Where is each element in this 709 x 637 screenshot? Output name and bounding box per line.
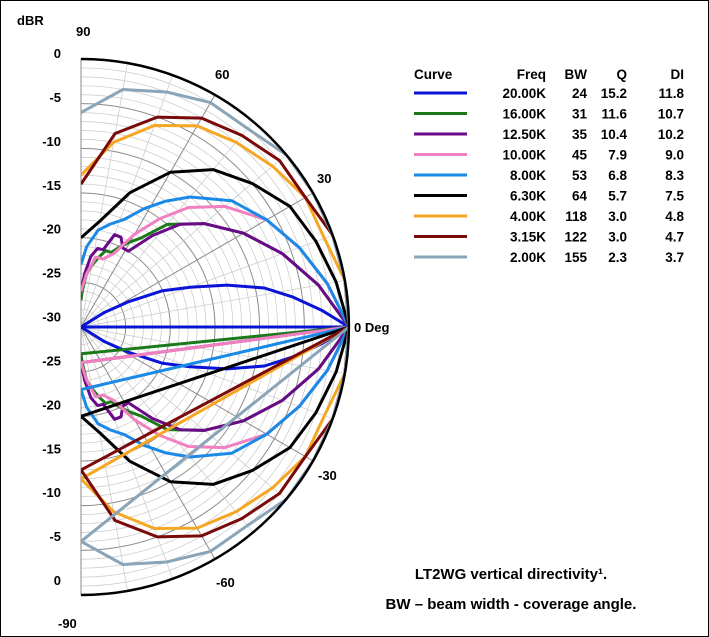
legend-cell: 3.15K <box>510 230 546 245</box>
radial-tick-label: -20 <box>42 397 61 412</box>
legend-cell: 10.4 <box>601 127 628 142</box>
legend-cell: 45 <box>572 148 588 163</box>
legend-header: DI <box>671 67 685 82</box>
legend-cell: 10.00K <box>502 148 546 163</box>
legend-header: BW <box>565 67 588 82</box>
grid-spoke <box>80 235 333 328</box>
legend-cell: 4.8 <box>665 209 684 224</box>
radial-tick-label: -30 <box>42 310 61 325</box>
legend-cell: 3.0 <box>608 230 627 245</box>
legend-cell: 2.00K <box>510 250 546 265</box>
legend-cell: 8.00K <box>510 168 546 183</box>
legend-cell: 16.00K <box>502 107 546 122</box>
radial-tick-label: -15 <box>42 178 61 193</box>
legend-cell: 31 <box>572 107 588 122</box>
series-curve-8_00K <box>81 195 349 459</box>
grid-spoke <box>80 63 128 328</box>
radial-tick-label: -20 <box>42 222 61 237</box>
legend-cell: 64 <box>572 189 588 204</box>
grid-spoke <box>80 94 216 328</box>
angle-tick-label: -60 <box>216 575 235 590</box>
legend-cell: 122 <box>564 230 587 245</box>
angle-tick-label: -30 <box>318 468 337 483</box>
legend-cell: 7.9 <box>608 148 627 163</box>
radial-tick-label: -10 <box>42 134 61 149</box>
series-curve-6_30K <box>81 168 349 486</box>
legend-cell: 6.30K <box>510 189 546 204</box>
series-group <box>81 88 349 566</box>
angle-tick-label: 0 Deg <box>354 320 389 335</box>
legend-cell: 8.3 <box>665 168 684 183</box>
legend-cell: 10.2 <box>658 127 684 142</box>
radial-tick-label: -10 <box>42 485 61 500</box>
legend-cell: 53 <box>572 168 588 183</box>
legend-cell: 6.8 <box>608 168 627 183</box>
legend-cell: 4.7 <box>665 230 684 245</box>
legend-cell: 155 <box>564 250 587 265</box>
legend-cell: 118 <box>565 209 587 224</box>
series-curve-10_00K <box>81 204 349 450</box>
radial-tick-label: -5 <box>49 90 61 105</box>
radial-tick-label: -25 <box>42 353 61 368</box>
legend-header: Freq <box>517 67 546 82</box>
outer-boundary <box>80 57 351 597</box>
legend-cell: 11.6 <box>601 107 627 122</box>
radial-tick-label: -15 <box>42 441 61 456</box>
radial-tick-label: 0 <box>54 573 61 588</box>
angle-tick-label: 60 <box>215 67 229 82</box>
legend-cell: 35 <box>572 127 588 142</box>
angle-tick-label: 90 <box>76 24 90 39</box>
legend-cell: 11.8 <box>658 86 684 101</box>
legend-cell: 15.2 <box>601 86 627 101</box>
legend-cell: 4.00K <box>510 209 546 224</box>
chart-title: LT2WG vertical directivity¹. <box>415 566 607 583</box>
legend-cell: 3.0 <box>608 209 627 224</box>
radial-tick-label: -25 <box>42 266 61 281</box>
chart-subtitle: BW – beam width - coverage angle. <box>386 596 637 613</box>
legend-header: Curve <box>414 67 453 82</box>
grid-spoke <box>80 326 216 560</box>
legend: Curve Freq BW Q DI 20.00K 24 15.2 11.8 16.00K 31 11… <box>414 67 684 265</box>
radial-unit-label: dBR <box>17 13 44 28</box>
angle-tick-label: 30 <box>317 171 331 186</box>
legend-cell: 5.7 <box>608 189 627 204</box>
legend-cell: 20.00K <box>502 86 546 101</box>
radial-tick-label: -5 <box>49 529 61 544</box>
series-curve-20_00K <box>81 283 349 371</box>
legend-cell: 7.5 <box>665 189 684 204</box>
legend-cell: 9.0 <box>665 148 684 163</box>
legend-cell: 3.7 <box>665 250 684 265</box>
grid-spoke <box>80 280 345 328</box>
series-curve-3_15K <box>81 115 349 539</box>
legend-cell: 24 <box>572 86 588 101</box>
legend-cell: 12.50K <box>502 127 546 142</box>
radial-tick-label: 0 <box>54 46 61 61</box>
legend-cell: 2.3 <box>608 250 627 265</box>
legend-cell: 10.7 <box>658 107 684 122</box>
angle-tick-label: -90 <box>58 616 77 631</box>
legend-header: Q <box>616 67 627 82</box>
